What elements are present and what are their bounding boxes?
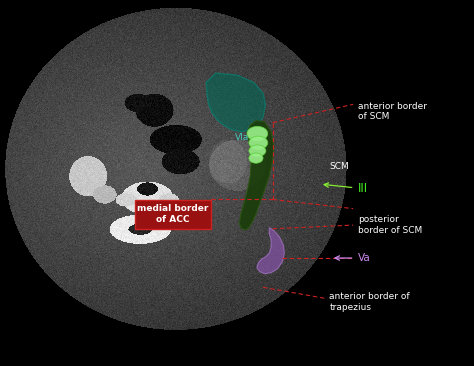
Ellipse shape xyxy=(249,136,268,149)
Text: medial border
of ACC: medial border of ACC xyxy=(137,204,209,224)
Text: anterior border of
trapezius: anterior border of trapezius xyxy=(329,292,410,312)
Polygon shape xyxy=(239,121,274,230)
Text: Va: Va xyxy=(358,253,371,263)
Text: VIa: VIa xyxy=(235,133,249,142)
FancyBboxPatch shape xyxy=(136,200,210,228)
Polygon shape xyxy=(257,228,284,274)
Text: SCM: SCM xyxy=(329,162,349,171)
Polygon shape xyxy=(206,73,265,132)
Text: III: III xyxy=(358,182,368,195)
Ellipse shape xyxy=(249,145,266,157)
Ellipse shape xyxy=(247,126,268,141)
Text: anterior border
of SCM: anterior border of SCM xyxy=(358,102,427,122)
Ellipse shape xyxy=(249,153,263,163)
Text: posterior
border of SCM: posterior border of SCM xyxy=(358,215,422,235)
